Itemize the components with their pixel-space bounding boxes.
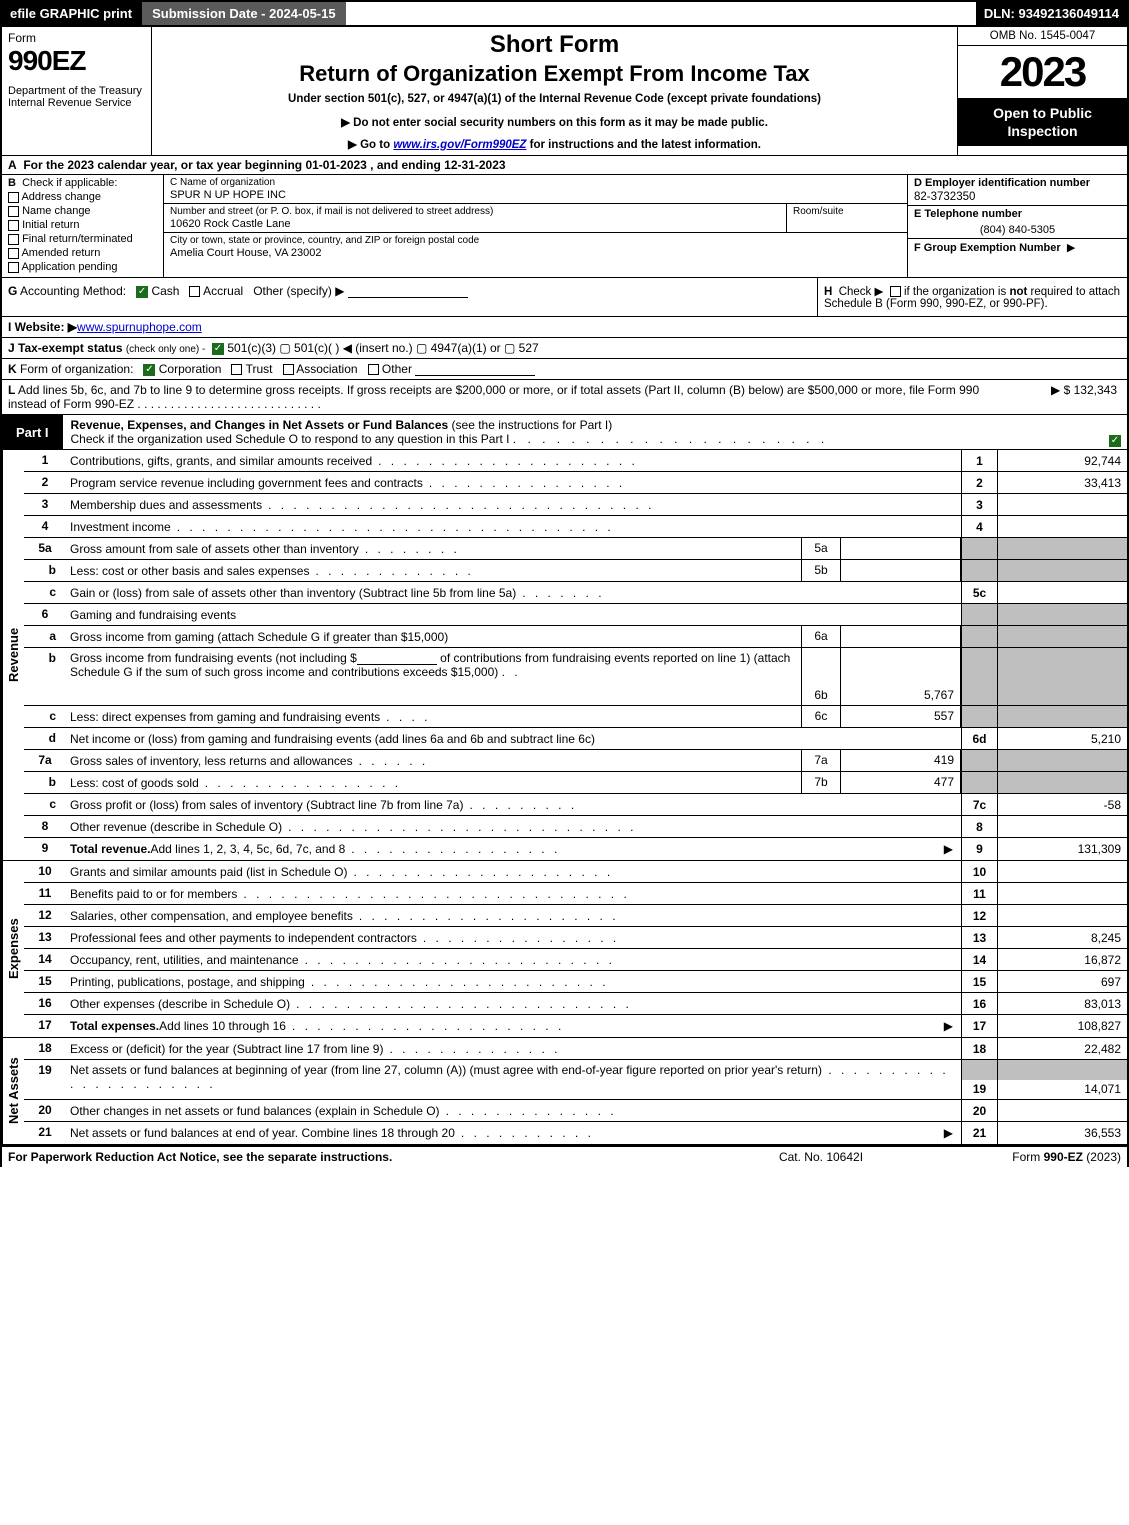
line-18: 18Excess or (deficit) for the year (Subt… bbox=[24, 1038, 1127, 1060]
form-header: Form 990EZ Department of the Treasury In… bbox=[0, 27, 1129, 156]
omb-number: OMB No. 1545-0047 bbox=[958, 27, 1127, 46]
gross-receipts-row: L Add lines 5b, 6c, and 7b to line 9 to … bbox=[0, 380, 1129, 415]
line-12: 12Salaries, other compensation, and empl… bbox=[24, 905, 1127, 927]
header-left: Form 990EZ Department of the Treasury In… bbox=[2, 27, 152, 155]
expenses-side-label: Expenses bbox=[2, 861, 24, 1037]
group-exemption-block: F Group Exemption Number ▶ bbox=[908, 239, 1127, 256]
netassets-side-label: Net Assets bbox=[2, 1038, 24, 1144]
checkbox-cash-checked[interactable]: ✓ bbox=[136, 286, 148, 298]
tax-year: 2023 bbox=[958, 46, 1127, 98]
line-21: 21Net assets or fund balances at end of … bbox=[24, 1122, 1127, 1144]
efile-print-label[interactable]: efile GRAPHIC print bbox=[2, 2, 140, 25]
checkbox-final-return[interactable] bbox=[8, 234, 19, 245]
line-13: 13Professional fees and other payments t… bbox=[24, 927, 1127, 949]
checkbox-initial-return[interactable] bbox=[8, 220, 19, 231]
department-label: Department of the Treasury Internal Reve… bbox=[8, 85, 145, 109]
under-section: Under section 501(c), 527, or 4947(a)(1)… bbox=[160, 93, 949, 105]
address-row: Number and street (or P. O. box, if mail… bbox=[164, 204, 907, 233]
checkbox-trust[interactable] bbox=[231, 364, 242, 375]
line-6d: dNet income or (loss) from gaming and fu… bbox=[24, 728, 1127, 750]
part1-table: Revenue 1Contributions, gifts, grants, a… bbox=[0, 450, 1129, 1146]
line-20: 20Other changes in net assets or fund ba… bbox=[24, 1100, 1127, 1122]
checkbox-address-change[interactable] bbox=[8, 192, 19, 203]
form-of-org-row: K Form of organization: ✓ Corporation Tr… bbox=[0, 359, 1129, 380]
website-row: I Website: ▶www.spurnuphope.com bbox=[0, 317, 1129, 338]
row-gh: G Accounting Method: ✓ Cash Accrual Othe… bbox=[0, 278, 1129, 317]
checkbox-accrual[interactable] bbox=[189, 286, 200, 297]
checkbox-association[interactable] bbox=[283, 364, 294, 375]
city-block: City or town, state or province, country… bbox=[164, 233, 907, 261]
line-16: 16Other expenses (describe in Schedule O… bbox=[24, 993, 1127, 1015]
line-15: 15Printing, publications, postage, and s… bbox=[24, 971, 1127, 993]
line-5a: 5aGross amount from sale of assets other… bbox=[24, 538, 1127, 560]
form-number: 990EZ bbox=[8, 45, 145, 77]
dln-label: DLN: 93492136049114 bbox=[976, 2, 1127, 25]
paperwork-notice: For Paperwork Reduction Act Notice, see … bbox=[8, 1150, 721, 1164]
schedule-b-check: H Check ▶ if the organization is not req… bbox=[817, 278, 1127, 316]
checkbox-other-org[interactable] bbox=[368, 364, 379, 375]
checkbox-application-pending[interactable] bbox=[8, 262, 19, 273]
submission-date: Submission Date - 2024-05-15 bbox=[140, 2, 346, 25]
line-5c: cGain or (loss) from sale of assets othe… bbox=[24, 582, 1127, 604]
col-def: D Employer identification number 82-3732… bbox=[907, 175, 1127, 277]
line-9: 9Total revenue. Add lines 1, 2, 3, 4, 5c… bbox=[24, 838, 1127, 860]
col-c-org-info: C Name of organization SPUR N UP HOPE IN… bbox=[164, 175, 907, 277]
line-5b: bLess: cost or other basis and sales exp… bbox=[24, 560, 1127, 582]
cat-number: Cat. No. 10642I bbox=[721, 1150, 921, 1164]
ein-block: D Employer identification number 82-3732… bbox=[908, 175, 1127, 206]
form-label: Form bbox=[8, 31, 145, 45]
irs-link[interactable]: www.irs.gov/Form990EZ bbox=[393, 139, 526, 151]
line-8: 8Other revenue (describe in Schedule O).… bbox=[24, 816, 1127, 838]
line-17: 17Total expenses. Add lines 10 through 1… bbox=[24, 1015, 1127, 1037]
irs-link-line: ▶ Go to www.irs.gov/Form990EZ for instru… bbox=[160, 137, 949, 151]
short-form-title: Short Form bbox=[160, 31, 949, 59]
line-3: 3Membership dues and assessments. . . . … bbox=[24, 494, 1127, 516]
checkbox-schedule-o-checked[interactable]: ✓ bbox=[1109, 435, 1121, 447]
line-10: 10Grants and similar amounts paid (list … bbox=[24, 861, 1127, 883]
page-footer: For Paperwork Reduction Act Notice, see … bbox=[0, 1146, 1129, 1167]
line-7a: 7aGross sales of inventory, less returns… bbox=[24, 750, 1127, 772]
checkbox-h[interactable] bbox=[890, 286, 901, 297]
header-right: OMB No. 1545-0047 2023 Open to Public In… bbox=[957, 27, 1127, 155]
checkbox-corporation-checked[interactable]: ✓ bbox=[143, 364, 155, 376]
open-to-public: Open to Public Inspection bbox=[958, 98, 1127, 146]
ssn-warning: ▶ Do not enter social security numbers o… bbox=[160, 115, 949, 129]
other-org-blank[interactable] bbox=[415, 364, 535, 376]
checkbox-amended-return[interactable] bbox=[8, 248, 19, 259]
line-2: 2Program service revenue including gover… bbox=[24, 472, 1127, 494]
line-11: 11Benefits paid to or for members. . . .… bbox=[24, 883, 1127, 905]
other-specify-blank[interactable] bbox=[348, 286, 468, 298]
line-6: 6Gaming and fundraising events bbox=[24, 604, 1127, 626]
phone-block: E Telephone number (804) 840-5305 bbox=[908, 206, 1127, 239]
form-ref: Form 990-EZ (2023) bbox=[921, 1150, 1121, 1164]
line-7c: cGross profit or (loss) from sales of in… bbox=[24, 794, 1127, 816]
line-6a: aGross income from gaming (attach Schedu… bbox=[24, 626, 1127, 648]
line-6c: cLess: direct expenses from gaming and f… bbox=[24, 706, 1127, 728]
tax-exempt-row: J Tax-exempt status (check only one) - ✓… bbox=[0, 338, 1129, 359]
form-title: Return of Organization Exempt From Incom… bbox=[160, 61, 949, 87]
line-7b: bLess: cost of goods sold. . . . . . . .… bbox=[24, 772, 1127, 794]
col-b-checkboxes: B Check if applicable: Address change Na… bbox=[2, 175, 164, 277]
part1-tab: Part I bbox=[2, 415, 63, 449]
checkbox-501c3-checked[interactable]: ✓ bbox=[212, 343, 224, 355]
revenue-side-label: Revenue bbox=[2, 450, 24, 860]
checkbox-name-change[interactable] bbox=[8, 206, 19, 217]
top-bar: efile GRAPHIC print Submission Date - 20… bbox=[0, 0, 1129, 27]
line-4: 4Investment income. . . . . . . . . . . … bbox=[24, 516, 1127, 538]
row-a: A For the 2023 calendar year, or tax yea… bbox=[0, 156, 1129, 175]
website-link[interactable]: www.spurnuphope.com bbox=[77, 320, 202, 334]
header-center: Short Form Return of Organization Exempt… bbox=[152, 27, 957, 155]
line-6b: b Gross income from fundraising events (… bbox=[24, 648, 1127, 706]
accounting-method: G Accounting Method: ✓ Cash Accrual Othe… bbox=[2, 278, 817, 316]
line-1: 1Contributions, gifts, grants, and simil… bbox=[24, 450, 1127, 472]
org-name-block: C Name of organization SPUR N UP HOPE IN… bbox=[164, 175, 907, 204]
line-14: 14Occupancy, rent, utilities, and mainte… bbox=[24, 949, 1127, 971]
part1-description: Revenue, Expenses, and Changes in Net As… bbox=[63, 415, 1103, 449]
section-bcdef: B Check if applicable: Address change Na… bbox=[0, 175, 1129, 278]
part1-header: Part I Revenue, Expenses, and Changes in… bbox=[0, 415, 1129, 450]
line-19: 19 Net assets or fund balances at beginn… bbox=[24, 1060, 1127, 1100]
